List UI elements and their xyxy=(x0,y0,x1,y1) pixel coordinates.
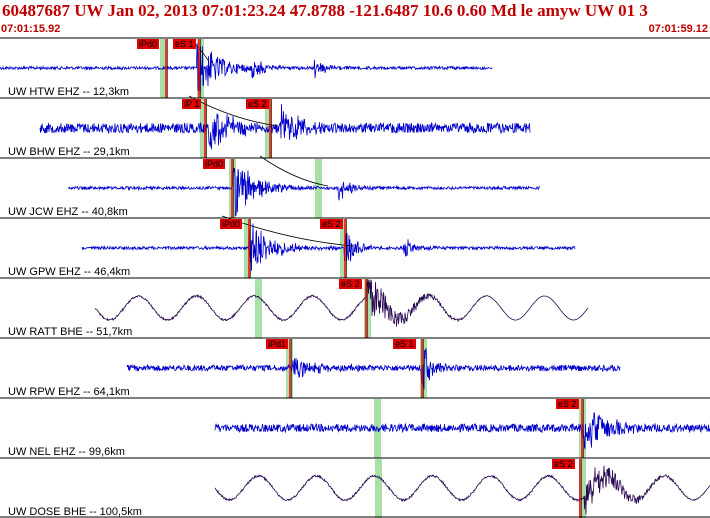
event-header-title: 60487687 UW Jan 02, 2013 07:01:23.24 47.… xyxy=(2,1,648,20)
pick-tag[interactable]: eS 2 xyxy=(320,219,343,229)
station-channel-label: UW JCW EHZ -- 40,8km xyxy=(8,206,128,218)
theoretical-s-window xyxy=(315,159,322,218)
station-channel-label: UW GPW EHZ -- 46,4km xyxy=(8,266,131,278)
pick-tag[interactable]: eS 1 xyxy=(173,39,196,49)
theoretical-p-window xyxy=(375,459,382,518)
waveform-trace xyxy=(214,465,710,515)
station-channel-label: UW RATT BHE -- 51,7km xyxy=(8,326,133,338)
pick-tag[interactable]: eS 1 xyxy=(393,339,416,349)
pick-tag[interactable]: iP 1 xyxy=(182,99,202,109)
pick-tag[interactable]: eS 2 xyxy=(339,279,362,289)
waveform-trace xyxy=(94,279,589,327)
pick-tag[interactable]: iPd0 xyxy=(137,39,160,49)
station-channel-label: UW DOSE BHE -- 100,5km xyxy=(8,506,142,518)
waveform-trace xyxy=(67,167,541,217)
station-channel-label: UW NEL EHZ -- 99,6km xyxy=(8,446,125,458)
pick-tag[interactable]: iPd1 xyxy=(266,339,289,349)
pick-tag[interactable]: eS 2 xyxy=(552,459,575,469)
pick-tag[interactable]: eS 2 xyxy=(246,99,269,109)
theoretical-p-window xyxy=(244,219,251,278)
waveform-trace xyxy=(81,223,576,271)
pick-tag[interactable]: iPd0 xyxy=(220,219,243,229)
theoretical-p-window xyxy=(255,279,262,338)
travel-time-curve xyxy=(259,155,329,187)
waveform-trace xyxy=(39,103,531,150)
station-channel-label: UW HTW EHZ -- 12,3km xyxy=(8,86,129,98)
station-channel-label: UW BHW EHZ -- 29,1km xyxy=(8,146,130,158)
waveform-trace xyxy=(214,412,710,450)
pick-tag[interactable]: eS 2 xyxy=(556,399,579,409)
theoretical-s-window xyxy=(579,459,586,518)
pick-tag[interactable]: iPd0 xyxy=(203,159,226,169)
theoretical-s-window xyxy=(340,219,347,278)
waveform-trace xyxy=(126,347,621,390)
window-end-time: 07:01:59.12 xyxy=(648,23,708,35)
waveform-trace xyxy=(0,43,493,92)
window-start-time: 07:01:15.92 xyxy=(1,23,61,35)
station-channel-label: UW RPW EHZ -- 64,1km xyxy=(8,386,130,398)
